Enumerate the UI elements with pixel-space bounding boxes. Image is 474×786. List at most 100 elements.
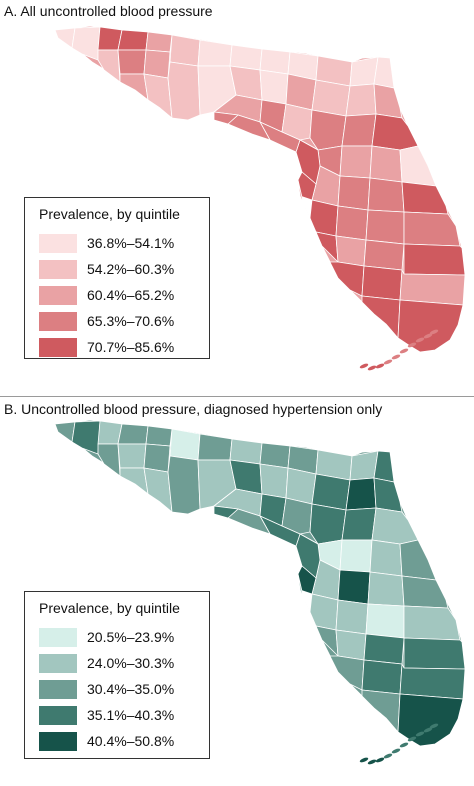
county-region (213, 111, 239, 125)
county-region (315, 625, 339, 657)
keys-island (375, 757, 385, 763)
county-region (373, 83, 403, 119)
keys-island (391, 354, 401, 360)
keys-island (359, 363, 369, 369)
county-region (309, 109, 347, 151)
keys-island (367, 759, 377, 765)
county-region (337, 175, 371, 211)
county-region (143, 467, 173, 513)
legend-b-item: 24.0%–30.3% (35, 650, 199, 676)
keys-island (407, 736, 417, 742)
county-region (363, 239, 405, 271)
florida-map-b (54, 419, 466, 765)
county-region (145, 425, 173, 447)
keys-island (423, 727, 433, 733)
legend-swatch (39, 337, 77, 357)
county-region (397, 299, 464, 353)
county-region (54, 421, 76, 443)
county-region (335, 205, 369, 241)
county-region (339, 539, 373, 573)
county-region (119, 73, 149, 101)
county-region (341, 507, 377, 541)
keys-island (429, 723, 439, 729)
legend-swatch (39, 259, 77, 279)
legend-swatch (39, 285, 77, 305)
county-region (117, 29, 149, 51)
county-region (335, 599, 369, 635)
county-region (361, 295, 401, 339)
county-region (169, 428, 201, 461)
county-region (71, 420, 101, 455)
legend-a-item: 60.4%–65.2% (35, 282, 199, 308)
county-region (371, 507, 419, 545)
county-region (361, 659, 403, 695)
county-region (365, 209, 405, 245)
county-region (197, 433, 233, 461)
panel-a-title: A. All uncontrolled blood pressure (4, 3, 213, 19)
county-region (285, 73, 317, 111)
county-region (401, 575, 449, 609)
county-region (197, 39, 233, 67)
legend-label: 36.8%–54.1% (87, 235, 175, 251)
legend-b-item: 35.1%–40.3% (35, 702, 199, 728)
county-region (335, 235, 367, 267)
county-region (403, 243, 466, 276)
county-region (143, 73, 173, 119)
keys-island (375, 363, 385, 369)
county-region (361, 689, 401, 733)
keys-island (415, 731, 425, 737)
keys-island (415, 337, 425, 343)
keys-island (399, 348, 409, 354)
county-region (335, 629, 367, 661)
county-region (259, 463, 289, 499)
county-region (281, 103, 313, 141)
county-region (345, 83, 377, 117)
county-region (167, 61, 201, 121)
county-region (281, 497, 313, 535)
county-region (259, 69, 289, 105)
county-region (309, 199, 339, 237)
legend-b-item: 40.4%–50.8% (35, 728, 199, 754)
county-region (71, 26, 101, 61)
county-region (143, 443, 171, 473)
county-region (119, 467, 149, 495)
county-region (329, 655, 365, 691)
county-region (399, 269, 466, 306)
county-region (117, 423, 149, 445)
county-region (213, 505, 239, 519)
legend-label: 40.4%–50.8% (87, 733, 175, 749)
county-region (399, 539, 437, 581)
legend-label: 65.3%–70.6% (87, 313, 175, 329)
county-region (297, 565, 317, 595)
keys-island (429, 329, 439, 335)
legend-swatch (39, 679, 77, 699)
panel-b: B. Uncontrolled blood pressure, diagnose… (0, 398, 474, 786)
county-region (349, 56, 379, 87)
florida-map-a (54, 25, 466, 371)
county-region (167, 455, 201, 515)
legend-b-item: 20.5%–23.9% (35, 624, 199, 650)
keys-island (359, 757, 369, 763)
legend-b-item: 30.4%–35.0% (35, 676, 199, 702)
county-region (349, 450, 379, 481)
legend-a-item: 65.3%–70.6% (35, 308, 199, 334)
legend-label: 54.2%–60.3% (87, 261, 175, 277)
legend-label: 20.5%–23.9% (87, 629, 175, 645)
county-region (145, 31, 173, 53)
legend-a-item: 54.2%–60.3% (35, 256, 199, 282)
county-region (403, 637, 466, 670)
legend-a-title: Prevalence, by quintile (39, 206, 180, 222)
county-region (399, 145, 437, 187)
legend-a-item: 70.7%–85.6% (35, 334, 199, 360)
county-region (371, 113, 419, 151)
legend-label: 60.4%–65.2% (87, 287, 175, 303)
county-region (373, 56, 395, 89)
county-region (345, 477, 377, 511)
county-region (143, 49, 171, 79)
legend-swatch (39, 627, 77, 647)
county-region (97, 443, 121, 477)
panel-a: A. All uncontrolled blood pressure Preva… (4, 3, 466, 371)
county-region (367, 177, 405, 213)
keys-island (399, 742, 409, 748)
county-region (169, 34, 201, 67)
